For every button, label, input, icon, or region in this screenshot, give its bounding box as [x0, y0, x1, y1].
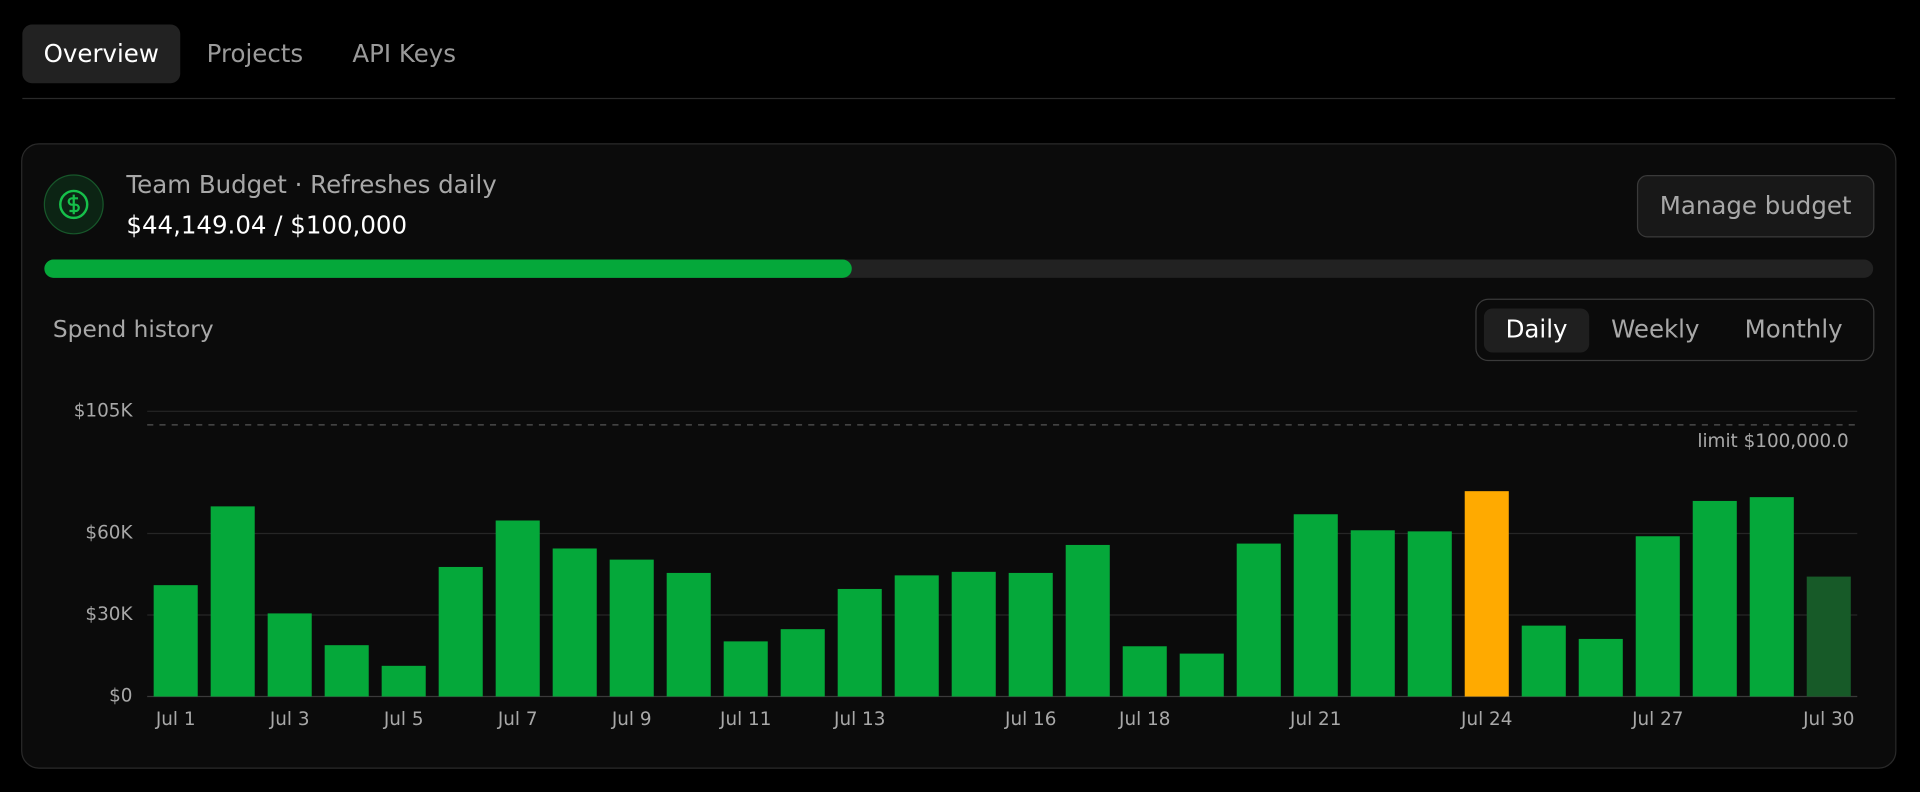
- bar: [723, 641, 768, 697]
- bar: [1179, 653, 1224, 697]
- bar: [438, 566, 483, 697]
- bar: [894, 575, 939, 697]
- bar: [1806, 576, 1851, 697]
- bar: [1692, 500, 1737, 697]
- bar: [1122, 646, 1167, 697]
- period-option[interactable]: Monthly: [1745, 315, 1843, 344]
- manage-budget-button[interactable]: [1636, 175, 1875, 238]
- period-option[interactable]: Weekly: [1611, 315, 1699, 344]
- tab[interactable]: API Keys: [352, 39, 456, 68]
- y-tick-label: $105K: [74, 400, 134, 421]
- tab[interactable]: Projects: [207, 39, 303, 68]
- x-tick-label: Jul 5: [383, 709, 424, 730]
- x-tick-label: Jul 3: [269, 709, 310, 730]
- bar: [609, 559, 654, 697]
- bar: [1635, 536, 1680, 697]
- period-option[interactable]: Daily: [1506, 315, 1568, 344]
- budget-title: Team Budget · Refreshes daily: [125, 170, 496, 199]
- bar: [1749, 497, 1794, 697]
- bar: [381, 665, 426, 697]
- bar: [780, 629, 825, 697]
- bar: [1350, 530, 1395, 697]
- x-tick-label: Jul 30: [1802, 709, 1854, 730]
- bar: [1521, 625, 1566, 697]
- bar: [666, 572, 711, 697]
- y-tick-label: $60K: [85, 523, 133, 544]
- bar: [1065, 544, 1110, 697]
- dollar-glyph: [67, 194, 80, 215]
- active-tab-pill[interactable]: [22, 24, 181, 84]
- x-tick-label: Jul 21: [1289, 709, 1341, 730]
- x-tick-label: Jul 11: [719, 709, 771, 730]
- bar: [324, 645, 369, 697]
- bar: [1407, 531, 1452, 697]
- bar: [1008, 572, 1053, 697]
- bar: [210, 506, 255, 697]
- x-tick-label: Jul 27: [1631, 709, 1683, 730]
- bar: [153, 585, 198, 697]
- bar: [951, 571, 996, 697]
- limit-label: limit $100,000.0: [1697, 431, 1848, 452]
- x-tick-label: Jul 13: [833, 709, 885, 730]
- x-tick-label: Jul 9: [611, 709, 652, 730]
- bar: [837, 588, 882, 697]
- manage-budget-label[interactable]: Manage budget: [1660, 191, 1852, 220]
- bar: [495, 520, 540, 697]
- y-tick-label: $30K: [85, 604, 133, 625]
- x-tick-label: Jul 18: [1118, 709, 1170, 730]
- tab[interactable]: Overview: [44, 39, 159, 68]
- active-period-pill[interactable]: [1483, 308, 1590, 353]
- bar: [1578, 638, 1623, 697]
- budget-icon: [59, 189, 89, 220]
- chart-title: Spend history: [53, 316, 214, 343]
- y-tick-label: $0: [109, 686, 132, 707]
- progress-fill: [44, 259, 852, 278]
- budget-amount: $44,149.04 / $100,000: [126, 210, 407, 239]
- bar: [1293, 514, 1338, 697]
- bar: [1236, 543, 1281, 697]
- bar: [552, 548, 597, 697]
- bar: [267, 613, 312, 697]
- x-tick-label: Jul 7: [497, 709, 538, 730]
- x-tick-label: Jul 1: [155, 709, 196, 730]
- x-tick-label: Jul 24: [1460, 709, 1512, 730]
- x-tick-label: Jul 16: [1004, 709, 1056, 730]
- bar: [1464, 491, 1509, 697]
- spend-chart: $0 $30K $60K $105K limit $100,000.0 Jul 1 Jul …: [74, 400, 1858, 730]
